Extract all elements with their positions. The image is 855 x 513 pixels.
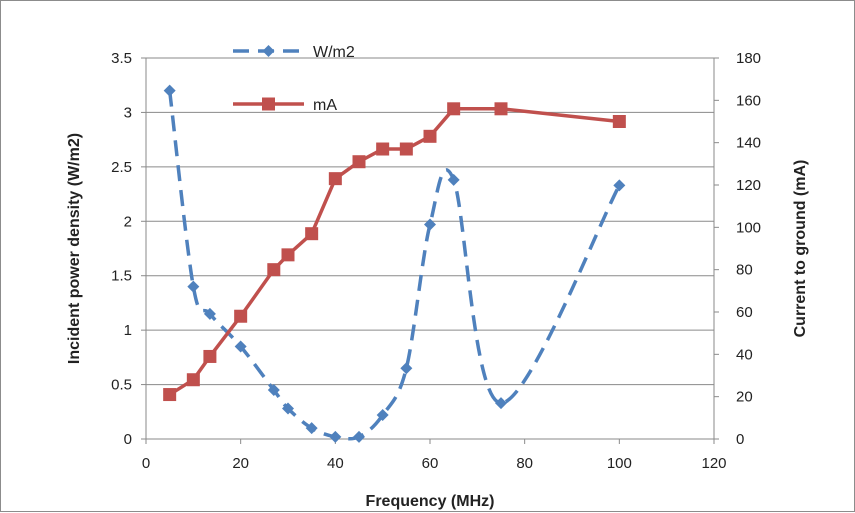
point-w-m2-11: [424, 218, 436, 231]
y-right-tick-label-2: 40: [736, 346, 753, 363]
point-ma-0: [163, 388, 177, 402]
point-w-m2-7: [329, 430, 342, 443]
x-tick-label-1: 20: [232, 455, 249, 472]
legend-marker-ma: [262, 97, 275, 111]
axes: 0 20 40 60 80 100 120 0 0.5 1 1.5 2 2.5 3 3.5 0 20 40 60 80…: [111, 50, 761, 472]
point-w-m2-9: [376, 409, 389, 422]
series-line-ma: [168, 107, 620, 397]
y-right-tick-label-4: 80: [736, 262, 753, 279]
y-right-tick-label-9: 180: [736, 50, 761, 67]
point-ma-1: [186, 373, 200, 387]
point-w-m2-10: [400, 362, 413, 375]
x-tick-label-4: 80: [516, 455, 533, 472]
point-w-m2-8: [353, 430, 365, 443]
point-ma-13: [494, 102, 508, 116]
legend-label-ma: mA: [313, 97, 337, 114]
y-right-tick-label-1: 20: [736, 389, 753, 406]
point-w-m2-13: [495, 397, 507, 410]
point-ma-5: [281, 248, 295, 262]
point-ma-14: [612, 115, 626, 128]
x-axis-title: Frequency (MHz): [366, 493, 495, 510]
point-ma-3: [234, 309, 248, 323]
point-w-m2-3: [234, 340, 247, 353]
legend: W/m2 mA: [233, 44, 355, 114]
point-ma-11: [423, 129, 437, 143]
y-left-tick-label-3: 1.5: [111, 268, 132, 285]
point-ma-12: [447, 102, 461, 116]
point-ma-7: [328, 172, 342, 186]
y-left-tick-label-2: 1: [124, 322, 132, 339]
point-w-m2-1: [187, 280, 200, 293]
y-right-tick-label-8: 160: [736, 92, 761, 109]
point-ma-6: [305, 227, 319, 241]
point-w-m2-2: [203, 307, 216, 320]
x-tick-label-6: 120: [701, 455, 726, 472]
point-w-m2-0: [163, 84, 176, 97]
x-tick-label-3: 60: [422, 455, 439, 472]
point-ma-10: [399, 142, 413, 156]
y-left-tick-label-4: 2: [124, 213, 132, 230]
series-line-w-m2: [167, 90, 621, 441]
gridlines: [146, 57, 714, 440]
y-right-tick-label-3: 60: [736, 304, 753, 321]
y-axis-title-right: Current to ground (mA): [792, 160, 809, 338]
point-w-m2-4: [267, 384, 280, 397]
legend-marker-w-m2: [262, 45, 275, 57]
point-w-m2-5: [282, 402, 294, 415]
y-left-tick-label-6: 3: [124, 104, 132, 121]
series: [163, 84, 626, 443]
x-tick-label-2: 40: [327, 455, 344, 472]
point-w-m2-6: [305, 422, 318, 435]
y-right-tick-label-6: 120: [736, 177, 761, 194]
y-axis-title-left: Incident power density (W/m2): [66, 133, 83, 364]
point-ma-8: [352, 155, 366, 169]
point-ma-4: [267, 263, 281, 277]
y-right-tick-label-5: 100: [736, 219, 761, 236]
y-right-tick-label-7: 140: [736, 135, 761, 152]
y-right-tick-label-0: 0: [736, 431, 744, 448]
x-tick-label-5: 100: [607, 455, 632, 472]
point-w-m2-12: [447, 173, 460, 186]
y-left-tick-label-0: 0: [124, 431, 132, 448]
point-ma-2: [203, 349, 217, 363]
point-ma-9: [376, 142, 390, 156]
legend-label-w-m2: W/m2: [313, 44, 355, 61]
y-left-tick-label-7: 3.5: [111, 50, 132, 67]
x-tick-label-0: 0: [142, 455, 150, 472]
point-w-m2-14: [613, 179, 626, 192]
y-left-tick-label-5: 2.5: [111, 159, 132, 176]
y-left-tick-label-1: 0.5: [111, 377, 132, 394]
